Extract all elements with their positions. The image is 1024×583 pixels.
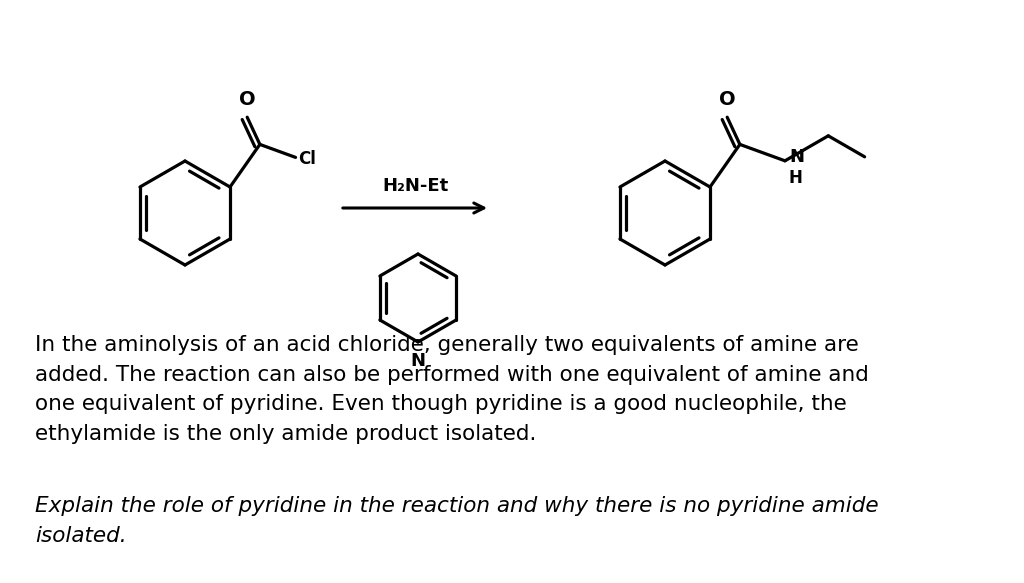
Text: Explain the role of pyridine in the reaction and why there is no pyridine amide
: Explain the role of pyridine in the reac… bbox=[35, 496, 879, 546]
Text: N: N bbox=[788, 148, 804, 166]
Text: In the aminolysis of an acid chloride, generally two equivalents of amine are
ad: In the aminolysis of an acid chloride, g… bbox=[35, 335, 869, 444]
Text: H: H bbox=[788, 169, 803, 187]
Text: N: N bbox=[411, 352, 426, 370]
Text: Cl: Cl bbox=[299, 150, 316, 168]
Text: O: O bbox=[239, 90, 256, 109]
Text: O: O bbox=[719, 90, 735, 109]
Text: H₂N-Et: H₂N-Et bbox=[382, 177, 449, 195]
